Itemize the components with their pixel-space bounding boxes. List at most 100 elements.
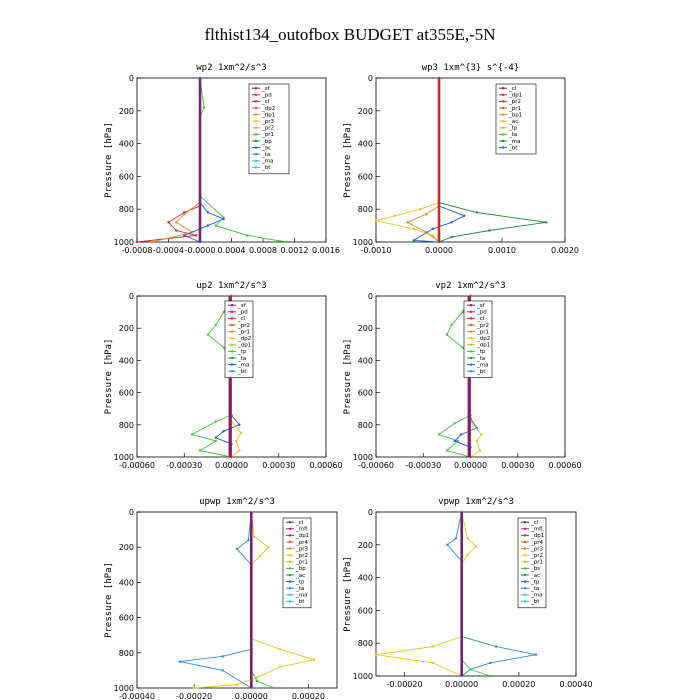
legend-marker [254,106,258,110]
legend-marker [501,100,505,103]
y-tick-label: 0 [368,508,373,517]
x-tick-label: 0.00030 [501,461,534,470]
legend-marker [254,146,258,149]
legend-marker [501,106,505,110]
data-point [222,430,225,433]
y-tick-label: 800 [358,205,373,214]
legend-entry: _ta [237,356,246,362]
y-tick-label: 400 [358,356,373,365]
x-tick-label: 0.00020 [502,680,535,689]
legend-entry: _ma [476,362,488,368]
data-point [445,333,449,336]
data-point [446,543,449,546]
data-point [183,212,186,216]
legend-entry: _ma [295,593,307,599]
legend-marker [254,166,258,169]
legend-entry: _cl [261,99,270,105]
legend-marker [288,527,292,530]
data-point [255,679,259,683]
data-point [466,553,469,556]
legend-marker [288,547,292,550]
data-point [183,211,186,214]
y-tick-label: 600 [119,389,134,398]
legend-marker [469,356,473,360]
data-point [478,449,482,452]
x-tick-label: 0.0008 [249,246,277,255]
x-tick-label: 0.00000 [235,692,268,700]
y-axis-label: Pressure [hPa] [104,339,114,415]
data-point [214,439,217,443]
panel-4: vp2 1xm^2/s^3 Pressure [hPa] 0 200 400 600 800… [343,281,582,470]
legend-marker [469,337,473,340]
legend-marker [523,567,527,570]
data-point [450,235,453,239]
data-point [425,212,428,216]
legend-marker [523,560,527,563]
legend-marker [501,120,505,123]
data-point [474,545,478,548]
legend-marker [288,521,292,524]
legend-entry: _dp1 [476,343,490,349]
panel-2: wp3 1xm^{3} s^{-4} Pressure [hPa] 0 200 400 6… [343,63,579,255]
data-point [214,420,217,423]
panel-title: upwp 1xm^2/s^3 [199,497,275,507]
legend-marker [254,87,258,90]
legend-entry: _pr2 [508,99,521,105]
legend-entry: _pr4 [530,540,544,546]
x-tick-label: 0.0000 [425,246,453,255]
legend-entry: _bt [476,369,486,375]
legend-marker [469,304,473,307]
legend-entry: _cl [476,316,485,322]
y-tick-label: 400 [119,578,134,587]
panel-title: vpwp 1xm^2/s^3 [438,497,514,507]
y-tick-label: 0 [129,74,134,83]
data-point [238,449,241,452]
x-tick-label: -0.0000 [185,246,216,255]
legend-entry: _pr2 [237,323,250,329]
legend-marker [501,87,505,90]
legend-marker [469,310,473,313]
data-point [544,221,548,224]
y-tick-label: 200 [119,324,134,333]
data-point [494,645,498,648]
legend-entry: _tp [508,126,518,132]
y-tick-label: 0 [129,508,134,517]
series-line-tp [179,511,252,689]
data-point [393,214,397,217]
x-tick-label: -0.0008 [122,246,153,255]
data-point [247,538,250,542]
data-point [235,439,238,443]
legend-entry: _dp2 [261,106,275,112]
legend-entry: _pr2 [530,553,543,559]
legend-marker [469,330,473,333]
data-point [206,333,210,336]
y-tick-label: 0 [368,292,373,301]
legend-marker [501,133,505,136]
data-point [239,431,243,435]
data-point [431,234,434,237]
y-tick-label: 200 [358,541,373,550]
legend-marker [254,133,258,136]
data-point [480,433,483,436]
legend-entry: _pr4 [295,540,309,546]
data-point [206,211,210,214]
panel-3: up2 1xm^2/s^3 Pressure [hPa] 0 200 400 600 800… [104,281,343,470]
x-tick-label: 0.0012 [281,246,309,255]
legend-marker [288,593,292,596]
legend-marker [254,159,258,162]
legend-marker [469,343,473,346]
panels: wp2 1xm^2/s^3 Pressure [hPa] 0 200 400 600 800… [104,63,593,700]
legend-marker [254,120,258,123]
x-tick-label: -0.0004 [153,246,184,255]
legend-marker [230,317,234,320]
legend-entry: _ta [530,586,539,592]
data-point [450,323,453,327]
panel-title: wp2 1xm^2/s^3 [196,63,266,73]
data-point [488,229,491,232]
data-point [475,211,478,214]
legend-marker [501,139,505,143]
panel-5: upwp 1xm^2/s^3 Pressure [hPa] 0 200 400 600 80… [104,497,338,700]
panel-title: vp2 1xm^2/s^3 [435,281,505,291]
x-tick-label: -0.00020 [176,692,212,700]
